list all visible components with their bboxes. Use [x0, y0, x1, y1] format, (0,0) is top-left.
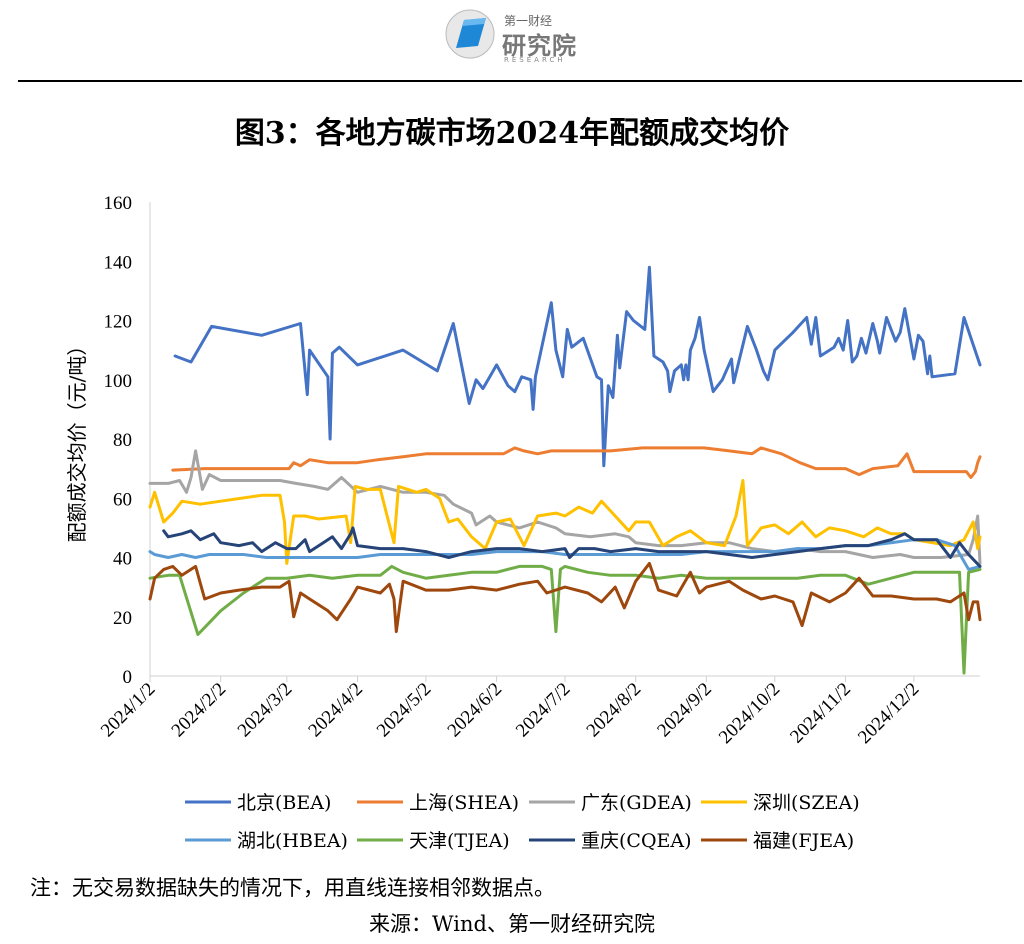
x-tick-label: 2024/3/2 — [234, 679, 297, 742]
y-tick-label: 0 — [123, 667, 133, 688]
legend-label-fjea: 福建(FJEA) — [753, 830, 854, 852]
chart-series — [148, 265, 982, 675]
chart-source: 来源：Wind、第一财经研究院 — [369, 912, 655, 936]
x-tick-label: 2024/1/2 — [97, 679, 160, 742]
series-line-shea — [171, 446, 982, 479]
legend-label-shea: 上海(SHEA) — [409, 792, 519, 814]
y-tick-label: 60 — [113, 489, 132, 510]
x-tick-label: 2024/2/2 — [168, 679, 231, 742]
x-tick-label: 2024/12/2 — [854, 679, 923, 748]
y-tick-label: 140 — [104, 252, 133, 273]
series-line-fjea — [148, 561, 982, 634]
legend-label-gdea: 广东(GDEA) — [581, 792, 692, 814]
chart-title: 图3：各地方碳市场2024年配额成交均价 — [234, 116, 790, 151]
y-tick-label: 80 — [113, 430, 132, 451]
series-line-szea — [148, 479, 982, 565]
x-tick-label: 2024/9/2 — [653, 679, 716, 742]
x-tick-label: 2024/8/2 — [583, 679, 646, 742]
series-line-cqea — [162, 526, 982, 568]
x-tick-label: 2024/4/2 — [304, 679, 367, 742]
series-line-bea — [173, 265, 982, 468]
y-tick-label: 160 — [104, 193, 133, 214]
line-chart: 0 20 40 60 80 100 120 140 160 配额成交均价（元/吨） 2024/1/2… — [65, 193, 982, 852]
y-tick-label: 100 — [104, 371, 133, 392]
x-tick-label: 2024/11/2 — [786, 679, 855, 748]
x-tick-label: 2024/6/2 — [444, 679, 507, 742]
logo-big-text: 研究院 — [502, 32, 577, 60]
y-axis-label: 配额成交均价（元/吨） — [65, 336, 89, 543]
logo-mark-icon — [445, 9, 495, 59]
series-line-gdea — [148, 449, 982, 565]
y-tick-label: 40 — [113, 549, 132, 570]
chart-legend: 北京(BEA) 上海(SHEA) 广东(GDEA) 深圳(SZEA) 湖北(HBEA) 天… — [185, 792, 860, 852]
logo-en-text: RESEARCH — [504, 56, 566, 64]
logo-small-text: 第一财经 — [504, 14, 553, 28]
x-tick-label: 2024/7/2 — [512, 679, 575, 742]
legend-label-bea: 北京(BEA) — [237, 792, 331, 814]
header-divider — [18, 80, 1022, 82]
chart-axes: 0 20 40 60 80 100 120 140 160 配额成交均价（元/吨） 2024/1/2… — [65, 193, 980, 748]
chart-note: 注：无交易数据缺失的情况下，用直线连接相邻数据点。 — [30, 876, 555, 900]
y-tick-label: 20 — [113, 608, 132, 629]
x-tick-label: 2024/5/2 — [373, 679, 436, 742]
x-tick-label: 2024/10/2 — [715, 679, 784, 748]
legend-label-szea: 深圳(SZEA) — [753, 792, 860, 814]
y-tick-label: 120 — [104, 312, 133, 333]
logo: 第一财经 研究院 RESEARCH — [440, 4, 590, 64]
legend-label-cqea: 重庆(CQEA) — [581, 830, 692, 852]
legend-label-tjea: 天津(TJEA) — [409, 830, 510, 852]
legend-label-hbea: 湖北(HBEA) — [237, 830, 348, 852]
